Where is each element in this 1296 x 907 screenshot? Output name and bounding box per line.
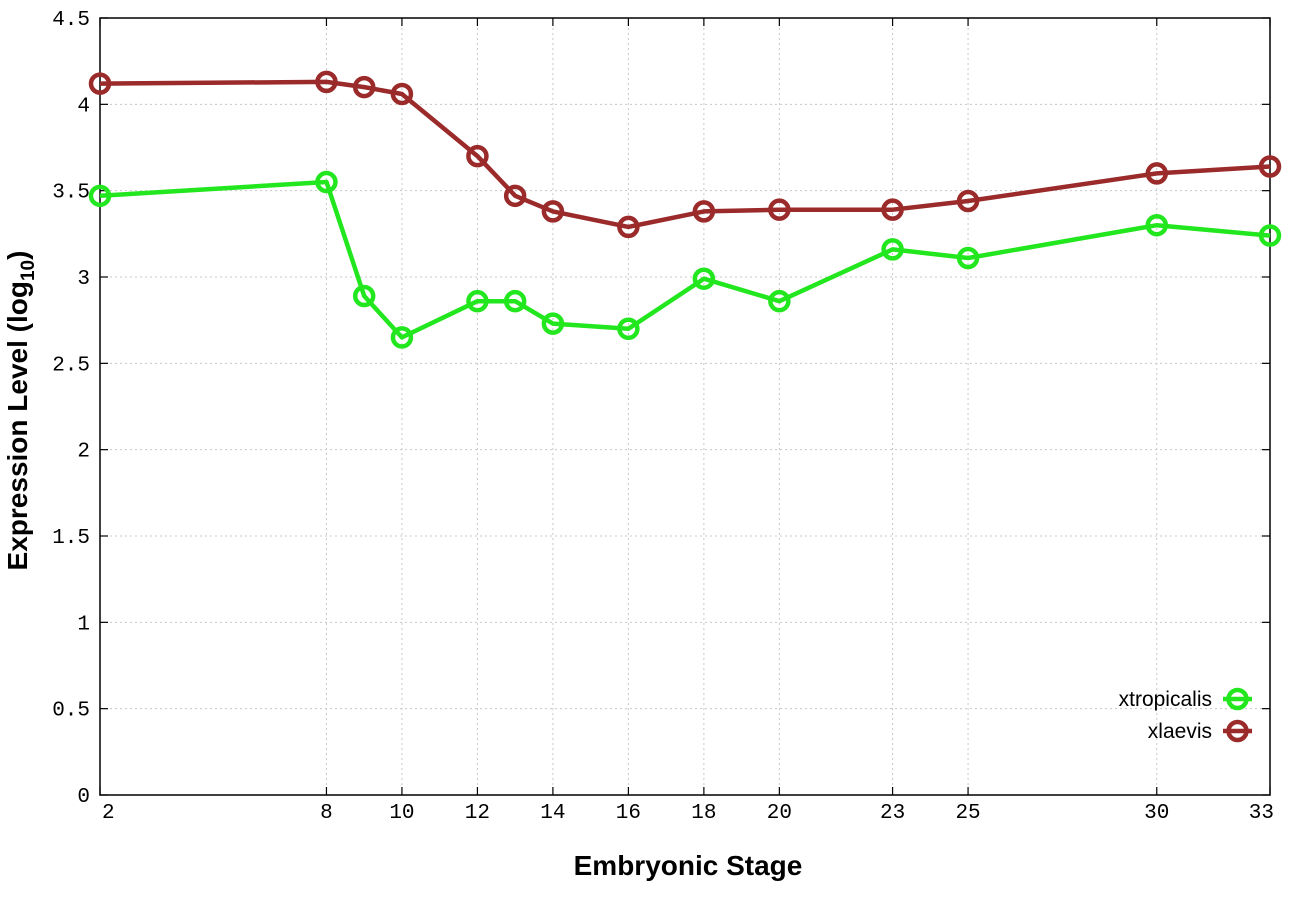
data-point-xtropicalis xyxy=(390,326,414,349)
legend-marker-swatch xyxy=(1226,687,1249,711)
data-point-xtropicalis xyxy=(503,289,527,313)
data-point-xtropicalis xyxy=(352,284,376,308)
y-axis-title-main: Expression Level (log xyxy=(2,281,33,570)
data-point-xtropicalis xyxy=(956,246,980,270)
data-point-xlaevis xyxy=(956,189,980,213)
data-point-xlaevis xyxy=(617,215,640,239)
data-point-xtropicalis xyxy=(541,312,565,335)
y-tick-label: 3.5 xyxy=(52,182,90,205)
grid xyxy=(100,18,1270,795)
legend-label: xtropicalis xyxy=(1119,688,1212,711)
y-tick-label: 1 xyxy=(77,613,90,636)
legend: xtropicalis xlaevis xyxy=(1119,687,1252,743)
data-point-xlaevis xyxy=(88,72,112,95)
series-line-xlaevis xyxy=(99,79,1271,230)
x-tick-label: 30 xyxy=(1144,802,1169,825)
data-point-xtropicalis xyxy=(315,170,338,194)
series-lines xyxy=(88,70,1282,349)
x-tick-label: 23 xyxy=(880,802,905,825)
data-point-xlaevis xyxy=(541,200,565,223)
x-tick-label: 18 xyxy=(691,802,716,825)
data-point-xtropicalis xyxy=(88,184,112,208)
data-point-xtropicalis xyxy=(1145,213,1169,237)
x-tick-label: 16 xyxy=(616,802,641,825)
data-point-xtropicalis xyxy=(692,267,716,290)
x-tick-label: 10 xyxy=(389,802,414,825)
y-tick-label: 3 xyxy=(77,268,90,291)
x-tick-label: 20 xyxy=(767,802,792,825)
data-point-xtropicalis xyxy=(1258,224,1282,247)
data-point-xtropicalis xyxy=(466,289,489,313)
x-tick-label: 14 xyxy=(540,802,565,825)
data-point-xlaevis xyxy=(692,200,716,223)
legend-item-xlaevis: xlaevis xyxy=(1148,719,1252,743)
x-tick-label: 2 xyxy=(102,802,115,825)
data-point-xlaevis xyxy=(315,70,338,94)
y-tick-label: 2 xyxy=(77,441,90,464)
y-tick-label: 0.5 xyxy=(52,700,90,723)
y-axis-title-close: ) xyxy=(2,251,33,260)
series-xlaevis xyxy=(88,70,1282,239)
data-point-xlaevis xyxy=(1258,155,1282,178)
data-point-xlaevis xyxy=(390,82,414,106)
x-tick-label: 25 xyxy=(955,802,980,825)
data-point-xtropicalis xyxy=(881,238,904,261)
legend-marker-swatch xyxy=(1226,719,1249,743)
data-point-xlaevis xyxy=(881,198,904,221)
series-xtropicalis xyxy=(88,170,1282,349)
x-axis-title: Embryonic Stage xyxy=(574,850,803,881)
axis-ticks: 0 0.5 1 1.5 2 2.5 3 3.5 4 4.5 2 8 10 12 14 16 18 20 23 25 30… xyxy=(52,9,1274,825)
x-tick-label: 12 xyxy=(465,802,490,825)
series-line-xtropicalis xyxy=(99,179,1271,340)
legend-label: xlaevis xyxy=(1148,720,1212,743)
data-point-xtropicalis xyxy=(617,317,640,341)
data-point-xlaevis xyxy=(1145,162,1169,185)
y-tick-label: 4 xyxy=(77,95,90,118)
data-point-xlaevis xyxy=(466,144,489,168)
legend-item-xtropicalis: xtropicalis xyxy=(1119,687,1252,711)
y-tick-label: 2.5 xyxy=(52,354,90,377)
data-point-xlaevis xyxy=(768,198,791,221)
y-tick-label: 4.5 xyxy=(52,9,90,32)
x-tick-label: 33 xyxy=(1249,802,1274,825)
plot-frame xyxy=(99,17,1271,796)
y-axis-title-subscript: 10 xyxy=(18,260,39,281)
y-axis-title: Expression Level (log10) xyxy=(2,251,39,571)
data-point-xlaevis xyxy=(503,184,527,208)
y-tick-label: 0 xyxy=(77,786,90,809)
y-tick-label: 1.5 xyxy=(52,527,90,550)
data-point-xlaevis xyxy=(352,75,376,99)
data-point-xtropicalis xyxy=(768,289,791,313)
x-tick-label: 8 xyxy=(320,802,333,825)
